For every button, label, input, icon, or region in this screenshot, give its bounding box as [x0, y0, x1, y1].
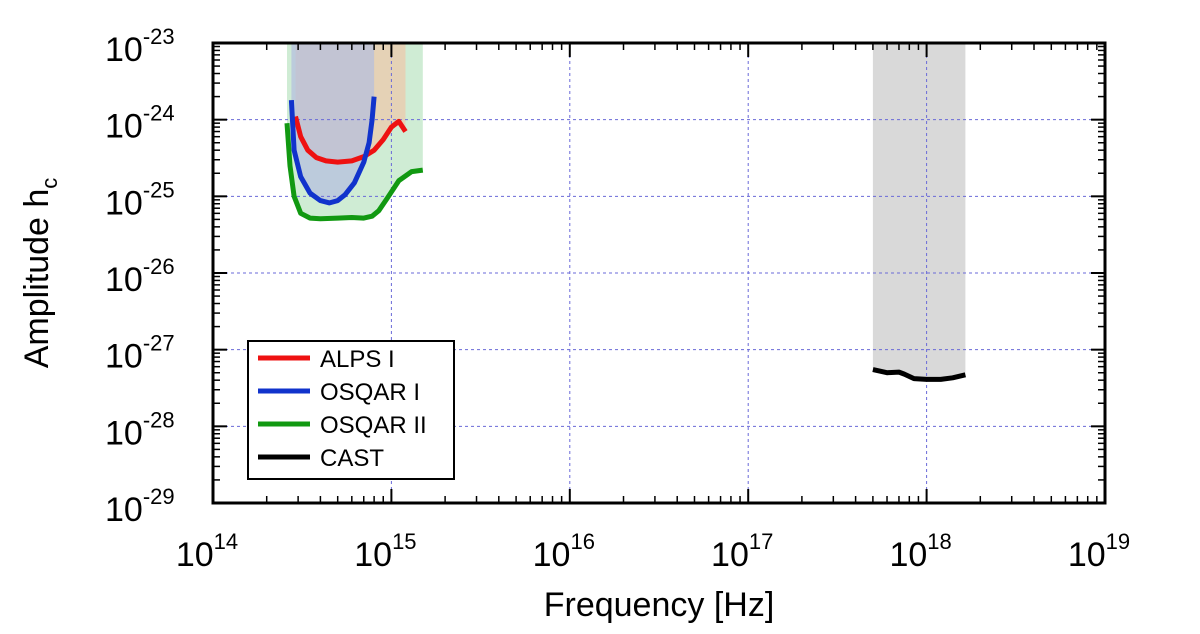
shaded-regions	[287, 43, 966, 380]
legend-label-osqar-i: OSQAR I	[320, 379, 420, 406]
legend-label-cast: CAST	[320, 445, 384, 472]
shaded-region-cast	[872, 43, 966, 380]
series-lines	[284, 96, 966, 382]
y-tick-exponent: -24	[143, 101, 175, 126]
x-tick-base: 10	[889, 536, 927, 574]
y-axis-title-subscript: c	[37, 178, 62, 189]
legend-label-osqar-ii: OSQAR II	[320, 412, 427, 439]
x-tick-exponent: 16	[570, 529, 594, 554]
x-tick-exponent: 19	[1106, 529, 1130, 554]
axis-ticks	[212, 42, 1106, 504]
x-tick-base: 10	[1068, 536, 1106, 574]
y-tick-label: 10-26	[105, 254, 175, 299]
y-axis-title: Amplitude hc	[18, 178, 62, 369]
x-axis-title: Frequency [Hz]	[544, 586, 775, 624]
x-tick-exponent: 15	[392, 529, 416, 554]
y-axis-title-main: Amplitude h	[18, 189, 56, 369]
x-tick-exponent: 18	[927, 529, 951, 554]
legend-label-alps-i: ALPS I	[320, 346, 395, 373]
y-tick-exponent: -26	[143, 254, 175, 279]
x-tick-base: 10	[533, 536, 571, 574]
x-tick-labels: 1014 1015 1016 1017 1018 1019	[176, 529, 1130, 574]
y-tick-label: 10-29	[105, 484, 175, 529]
y-tick-base: 10	[105, 31, 143, 69]
y-tick-base: 10	[105, 184, 143, 222]
y-tick-base: 10	[105, 108, 143, 146]
y-tick-label: 10-27	[105, 331, 175, 376]
y-tick-base: 10	[105, 414, 143, 452]
y-tick-exponent: -29	[143, 484, 175, 509]
y-tick-label: 10-28	[105, 407, 175, 452]
y-tick-exponent: -27	[143, 331, 175, 356]
y-tick-exponent: -23	[143, 24, 175, 49]
grid-lines	[213, 43, 1105, 503]
y-tick-base: 10	[105, 261, 143, 299]
x-tick-exponent: 17	[749, 529, 773, 554]
y-tick-label: 10-23	[105, 24, 175, 69]
series-line-osqar-ii	[284, 123, 424, 222]
y-tick-base: 10	[105, 491, 143, 529]
x-tick-base: 10	[354, 536, 392, 574]
x-tick-label: 1015	[354, 529, 416, 574]
x-tick-label: 1018	[889, 529, 951, 574]
y-tick-label: 10-25	[105, 177, 175, 222]
x-tick-base: 10	[711, 536, 749, 574]
x-tick-label: 1019	[1068, 529, 1130, 574]
y-tick-exponent: -25	[143, 177, 175, 202]
series-line-osqar-i	[288, 96, 377, 206]
x-tick-label: 1014	[176, 529, 238, 574]
legend: ALPS I OSQAR I OSQAR II CAST	[247, 340, 455, 480]
x-tick-label: 1016	[533, 529, 595, 574]
y-tick-base: 10	[105, 338, 143, 376]
x-tick-base: 10	[176, 536, 214, 574]
series-line-alps-i	[293, 115, 408, 165]
y-tick-label: 10-24	[105, 101, 175, 146]
y-tick-exponent: -28	[143, 407, 175, 432]
series-line-cast	[872, 367, 966, 382]
x-tick-label: 1017	[711, 529, 773, 574]
x-tick-exponent: 14	[214, 529, 238, 554]
